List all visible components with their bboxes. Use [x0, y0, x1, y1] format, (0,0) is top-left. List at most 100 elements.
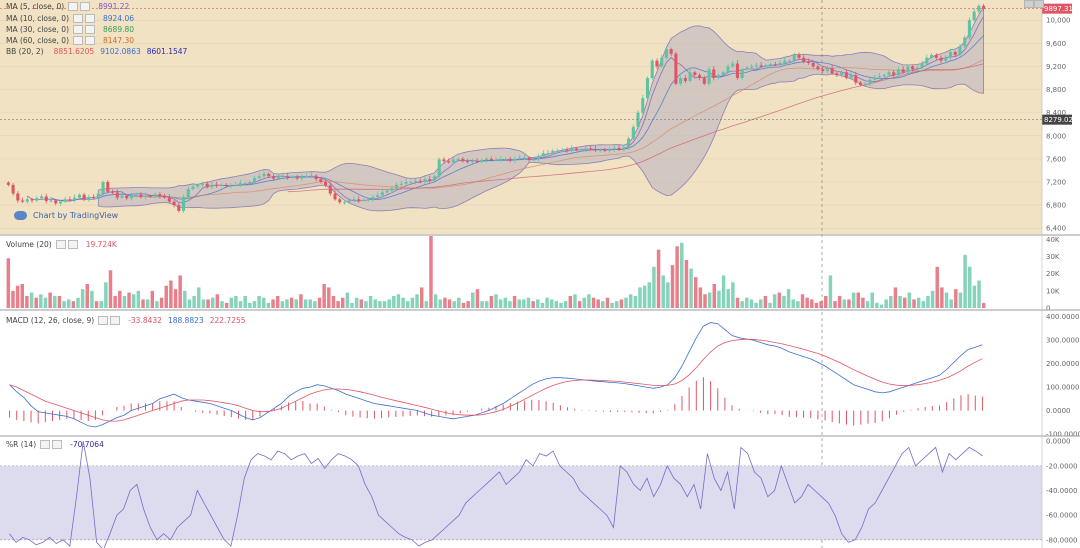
volume-bar [689, 268, 693, 308]
candle [503, 158, 508, 160]
settings-icon[interactable] [55, 240, 66, 249]
close-icon[interactable] [85, 14, 96, 23]
settings-icon[interactable] [73, 14, 84, 23]
volume-bar [610, 302, 614, 308]
volume-bar [345, 292, 350, 308]
candle [608, 149, 612, 151]
volume-bar [944, 292, 949, 308]
candle [802, 57, 806, 62]
volume-bar [628, 294, 633, 308]
settings-icon[interactable] [40, 440, 51, 449]
candle [920, 63, 924, 68]
volume-bar [99, 301, 103, 308]
volume-bar [322, 284, 326, 308]
settings-icon[interactable] [98, 316, 109, 325]
volume-bar [707, 292, 712, 308]
close-icon[interactable] [110, 316, 121, 325]
candle [669, 49, 673, 54]
volume-bar [703, 294, 707, 308]
legend-macd-macd: 188.8823 [167, 316, 204, 325]
volume-bar [912, 299, 916, 308]
candle [593, 149, 597, 151]
volume-bar [508, 301, 512, 308]
ma10-line [50, 35, 984, 201]
candle [835, 73, 839, 76]
volume-bar [916, 297, 921, 308]
volume-bar [76, 297, 80, 308]
candle [759, 65, 763, 67]
volume-bar [837, 296, 842, 308]
settings-icon[interactable] [73, 25, 84, 34]
candle [603, 149, 607, 151]
volume-bar [745, 297, 749, 308]
candle [944, 57, 948, 61]
ma30-line [145, 59, 984, 198]
volume-bar [963, 254, 967, 308]
legend-ma30: MA (30, close, 0) 8689.80 [6, 24, 134, 35]
pane-collapse-icon[interactable] [1034, 0, 1044, 8]
volume-bar [656, 249, 661, 308]
volume-bar [717, 290, 721, 308]
candle [887, 72, 891, 76]
legend-ma5-name: MA (5, close, 0) [6, 2, 65, 11]
legend-wr-value: -70.7064 [70, 440, 104, 449]
volume-bar [930, 290, 935, 308]
volume-bar [796, 301, 800, 308]
volume-bar [735, 297, 740, 308]
volume-bar [104, 282, 108, 308]
volume-bar [438, 299, 443, 308]
candle [134, 194, 138, 196]
candle [229, 185, 233, 187]
candle [915, 67, 919, 70]
volume-bar [173, 289, 178, 308]
volume-bar [131, 294, 136, 308]
volume-bar [229, 297, 234, 308]
tradingview-watermark[interactable]: Chart by TradingView [14, 211, 118, 220]
close-icon[interactable] [85, 25, 96, 34]
volume-bar [6, 258, 11, 308]
volume-axis-tick: 20K [1046, 270, 1060, 278]
volume-bar [494, 294, 498, 308]
settings-icon[interactable] [68, 2, 79, 11]
candle [352, 199, 356, 201]
legend-macd-signal: 222.7255 [209, 316, 246, 325]
candle [754, 65, 758, 67]
close-icon[interactable] [85, 36, 96, 45]
volume-bar [833, 301, 837, 308]
close-icon[interactable] [80, 2, 91, 11]
candle [522, 157, 526, 159]
close-icon[interactable] [52, 440, 63, 449]
candle [58, 201, 62, 204]
volume-bar [419, 287, 424, 308]
candle [546, 153, 550, 155]
candle [806, 61, 811, 63]
candle [196, 184, 200, 187]
candle [726, 66, 730, 73]
candle [205, 183, 209, 188]
legend-volume-name: Volume (20) [6, 240, 52, 249]
candle [442, 159, 446, 162]
candle [357, 199, 361, 201]
settings-icon[interactable] [73, 36, 84, 45]
candle [451, 159, 455, 163]
volume-bar [285, 299, 289, 308]
legend-ma10: MA (10, close, 0) 8924.06 [6, 13, 134, 24]
volume-bar [238, 301, 243, 308]
volume-bar [266, 302, 271, 308]
volume-bar [726, 289, 730, 308]
candle [783, 60, 787, 63]
volume-bar [271, 299, 275, 308]
volume-bar [94, 301, 99, 308]
macd-macd-line [9, 322, 983, 428]
volume-bar [573, 294, 577, 308]
candle [281, 176, 285, 178]
volume-bar [20, 284, 24, 308]
pane-maximize-icon[interactable] [1024, 0, 1034, 8]
candle [186, 188, 190, 198]
volume-bar [155, 301, 159, 308]
wr-axis-tick: 0.0000 [1046, 438, 1071, 446]
close-icon[interactable] [67, 240, 78, 249]
wr-axis-tick: -60.0000 [1046, 512, 1077, 520]
volume-axis-tick: 30K [1046, 253, 1060, 261]
